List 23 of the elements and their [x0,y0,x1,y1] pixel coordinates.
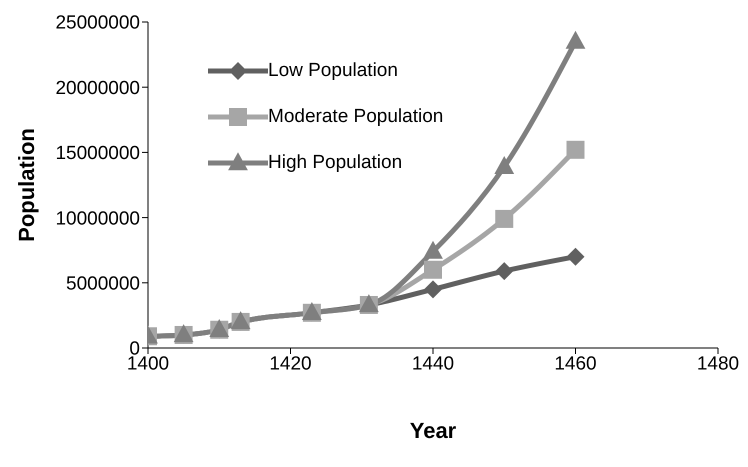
point [566,248,584,266]
legend-label: Moderate Population [268,106,444,128]
x-tick-label: 1460 [554,353,597,374]
legend-label: High Population [268,152,402,174]
point [424,280,442,298]
point [495,262,514,280]
point [423,240,443,259]
point [495,210,514,228]
legend-label: Low Population [268,60,398,82]
x-tick-label: 1440 [412,353,454,374]
point [424,260,442,279]
y-tick-label: 25000000 [55,12,140,34]
x-axis-title: Year [410,418,457,443]
y-tick-label: 15000000 [55,143,140,164]
point [566,30,586,49]
y-axis-title: Population [14,128,39,242]
x-tick-label: 1420 [269,353,312,374]
point [566,140,584,159]
y-tick-label: 5000000 [66,274,140,295]
y-tick-label: 20000000 [55,78,140,99]
point [494,156,514,174]
x-tick-label: 1480 [696,353,740,374]
y-tick-label: 10000000 [55,208,140,230]
